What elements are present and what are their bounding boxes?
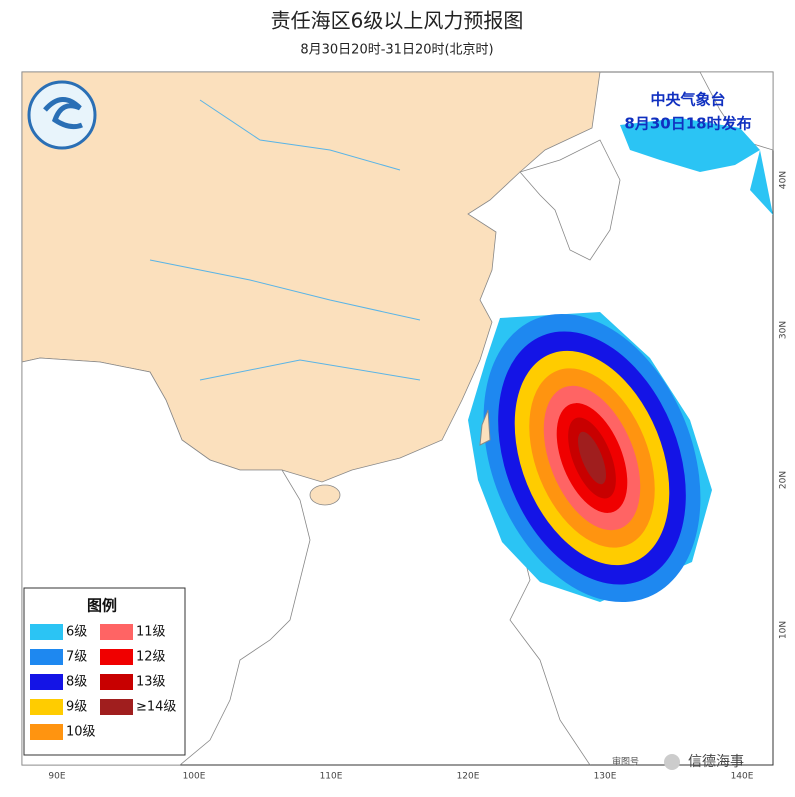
lat-label: 40N [779,171,789,189]
lon-label: 140E [731,772,754,782]
legend-label: 13级 [136,675,166,690]
logo-mark [43,97,83,130]
legend-label: 10级 [66,725,96,740]
wechat-icon [664,754,680,770]
legend-swatch [30,624,63,640]
title: 责任海区6级以上风力预报图 [271,9,524,33]
wind-area [620,118,773,215]
watermark: 信德海事 [688,754,744,770]
legend-swatch [30,699,63,715]
lon-label: 130E [594,772,617,782]
legend-swatch [100,624,133,640]
legend-label: 11级 [136,625,166,640]
legend-swatch [30,724,63,740]
wind-area [578,431,606,485]
lat-label: 30N [779,321,789,339]
legend-swatch [30,674,63,690]
lon-labels: 90E 100E 110E 120E 130E 140E [48,772,753,782]
legend-label: 8级 [66,675,87,690]
legend-label: 7级 [66,650,87,665]
legend-swatch [100,699,133,715]
hainan [309,484,341,506]
logo [27,80,97,150]
lon-label: 120E [457,772,480,782]
wind-field [468,118,773,603]
legend-swatch [100,674,133,690]
legend-label: 9级 [66,700,87,715]
lon-label: 110E [320,772,343,782]
subtitle: 8月30日20时-31日20时(北京时) [300,43,493,58]
korea [519,139,621,261]
legend-label: 6级 [66,625,87,640]
lon-label: 100E [183,772,206,782]
legend-swatch [30,649,63,665]
agency: 中央气象台 [650,91,725,109]
rivers [149,99,421,381]
legend-label: 12级 [136,650,166,665]
lat-label: 10N [779,621,789,639]
legend-label: ≥14级 [136,700,176,715]
legend-swatch [100,649,133,665]
lat-label: 20N [779,471,789,489]
legend-title: 图例 [87,597,117,615]
legend-items: 6级 7级 8级 9级 10级 11级 12级 13级 ≥14级 [30,624,176,740]
issue-time: 8月30日18时发布 [624,115,751,133]
lat-labels: 40N 30N 20N 10N [779,171,789,639]
map-number: 审图号 [612,756,639,768]
lon-label: 90E [48,772,65,782]
taiwan [479,409,491,446]
